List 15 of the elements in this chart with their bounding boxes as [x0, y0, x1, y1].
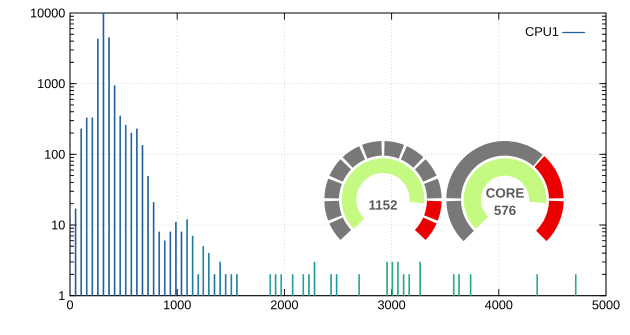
y-tick-label: 100 [45, 150, 65, 159]
x-tick-label: 0 [66, 300, 74, 310]
y-tick-label: 1 [59, 291, 65, 300]
annotation: 576 [494, 206, 516, 216]
legend-label: CPU1 [526, 27, 558, 36]
y-tick-label: 10 [52, 220, 65, 230]
y-tick-label: 1000 [38, 79, 65, 88]
y-tick-label: 10000 [31, 8, 65, 18]
x-tick-label: 3000 [378, 300, 406, 310]
x-tick-label: 4000 [485, 300, 512, 310]
annotation: CORE [486, 188, 524, 198]
x-tick-label: 1000 [164, 300, 191, 310]
x-tick-label: 2000 [270, 300, 298, 310]
annotation: 1152 [369, 200, 397, 210]
x-tick-label: 5000 [592, 300, 620, 310]
